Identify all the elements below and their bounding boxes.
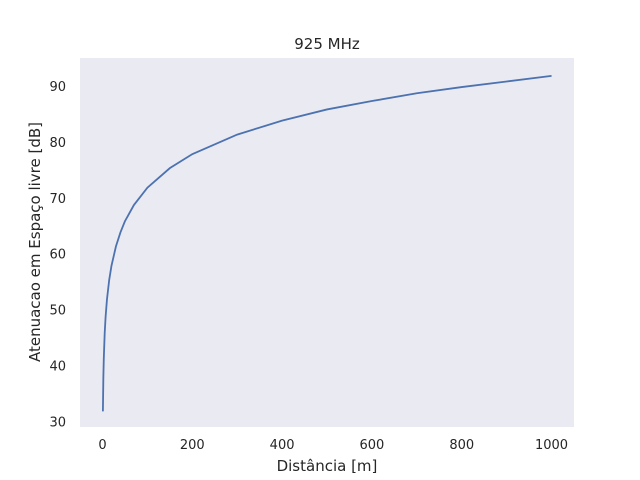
y-axis-label: Atenuacao em Espaço livre [dB] — [26, 122, 44, 362]
chart-title: 925 MHz — [294, 35, 360, 53]
y-tick-label: 40 — [49, 360, 66, 375]
x-tick-label: 200 — [180, 438, 205, 453]
y-tick-label: 50 — [49, 304, 66, 319]
y-tick-label: 70 — [49, 192, 66, 207]
y-tick-label: 30 — [49, 415, 66, 430]
x-axis-label: Distância [m] — [277, 457, 378, 475]
x-tick-label: 400 — [270, 438, 295, 453]
plot-area — [80, 58, 574, 427]
x-tick-label: 1000 — [535, 438, 568, 453]
y-axis-ticks: 30 40 50 60 70 80 90 — [49, 80, 66, 430]
y-tick-label: 60 — [49, 248, 66, 263]
x-tick-label: 800 — [449, 438, 474, 453]
x-axis-ticks: 0 200 400 600 800 1000 — [98, 438, 568, 453]
x-tick-label: 600 — [359, 438, 384, 453]
y-tick-label: 90 — [49, 80, 66, 95]
y-tick-label: 80 — [49, 136, 66, 151]
series-line — [102, 74, 552, 412]
x-tick-label: 0 — [98, 438, 106, 453]
